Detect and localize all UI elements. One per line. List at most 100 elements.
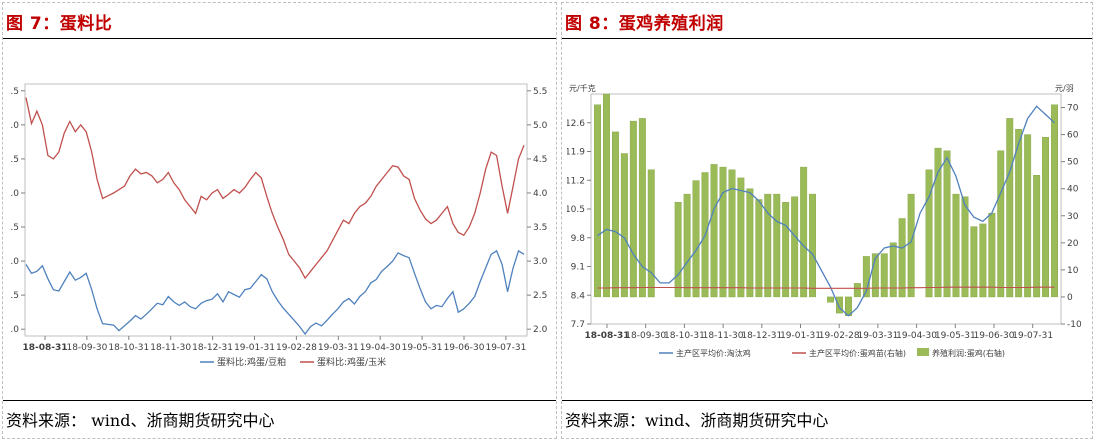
y-left-tick-label: 11.2 <box>567 176 585 186</box>
y-right-tick-label: 5.0 <box>533 121 548 131</box>
profit-bar <box>925 169 933 298</box>
plot-area <box>24 83 528 337</box>
profit-bar <box>880 253 888 298</box>
y-right-tick-label: 4.5 <box>533 155 547 165</box>
x-tick-label: 19-02-28 <box>819 331 860 341</box>
y-right-tick-label: 20 <box>1067 239 1079 249</box>
egg-feed-ratio-chart: 2.0 2.5 3.0 3.5 4.0 4.5 5.0 5.5 2.0 2.5 3.0 3.5 4.0 4… <box>5 78 550 382</box>
x-tick-label: 18-09-30 <box>66 343 107 353</box>
title-divider <box>3 38 556 39</box>
profit-bar <box>629 120 637 298</box>
x-tick-label: 19-06-30 <box>444 343 485 353</box>
y-right-tick-label: -10 <box>1067 320 1082 330</box>
title-divider <box>562 38 1092 39</box>
x-tick-label: 18-10-31 <box>108 343 149 353</box>
profit-bar <box>620 153 628 298</box>
x-tick-label: 19-01-31 <box>234 343 275 353</box>
legend-label-3: 养殖利润:蛋鸡(右轴) <box>932 348 1005 358</box>
layer-profit-chart-svg: 元/千克 元/羽 7.7 8.4 9.1 9.8 10.5 11.2 11.9 12.6 -10 0 1… <box>565 83 1082 358</box>
figure-7-source: 资料来源： wind、浙商期货研究中心 <box>6 411 275 430</box>
x-tick-label: 18-08-31 <box>22 343 67 353</box>
profit-bar <box>1024 134 1032 298</box>
legend-label-2: 蛋料比:鸡蛋/玉米 <box>317 356 386 368</box>
x-tick-label: 19-04-30 <box>360 343 401 353</box>
legend-label-1: 蛋料比:鸡蛋/豆粕 <box>217 356 286 368</box>
profit-bar <box>728 169 736 298</box>
y-left-tick-label: 11.9 <box>567 148 585 158</box>
profit-bar <box>907 193 915 298</box>
profit-bar <box>1042 137 1049 298</box>
profit-bar <box>647 169 655 298</box>
x-tick-label: 18-09-30 <box>625 331 666 341</box>
y-right-tick-label: 3.0 <box>533 257 548 267</box>
profit-bar <box>836 296 843 314</box>
profit-bar <box>898 218 906 298</box>
profit-bar <box>737 177 745 298</box>
profit-bar <box>827 296 834 303</box>
y-left-tick-label: 2.5 <box>10 291 19 301</box>
profit-bar <box>638 118 646 298</box>
profit-bar <box>1033 174 1041 298</box>
figure-8-source: 资料来源：wind、浙商期货研究中心 <box>565 411 829 430</box>
y-right-tick-label: 2.0 <box>533 325 548 335</box>
profit-bar <box>961 196 969 298</box>
y-right-tick-label: 70 <box>1067 104 1079 114</box>
profit-bar <box>979 223 987 298</box>
y-left-tick-label: 2.0 <box>10 325 19 335</box>
profit-bar <box>1051 104 1058 298</box>
profit-bar <box>1015 129 1023 298</box>
x-tick-label: 18-10-31 <box>664 331 705 341</box>
x-tick-label: 19-05-31 <box>935 331 976 341</box>
profit-bar <box>594 104 601 298</box>
x-tick-label: 19-06-30 <box>974 331 1015 341</box>
profit-bar <box>612 131 619 298</box>
y-left-tick-label: 4.5 <box>10 155 19 165</box>
x-tick-label: 19-03-31 <box>318 343 359 353</box>
y-right-tick-label: 30 <box>1067 212 1079 222</box>
profit-bar <box>719 166 727 298</box>
profit-bar <box>746 188 754 298</box>
x-tick-label: 19-07-31 <box>485 343 526 353</box>
profit-bar <box>764 193 772 298</box>
y-right-tick-label: 0 <box>1067 293 1073 303</box>
y-left-tick-label: 4.0 <box>10 189 19 199</box>
figure-8-panel: 图 8：蛋鸡养殖利润 元/千克 元/羽 7.7 8.4 9.1 9.8 10.5 11.2 11… <box>559 0 1095 441</box>
profit-bar <box>755 199 763 298</box>
legend-label-2: 主产区平均价:蛋鸡苗(右轴) <box>809 348 906 358</box>
profit-bar <box>1006 118 1014 298</box>
profit-bar <box>809 193 817 298</box>
legend-label-1: 主产区平均价:淘汰鸡 <box>676 348 751 358</box>
x-tick-label: 19-04-30 <box>896 331 937 341</box>
y-right-tick-label: 10 <box>1067 266 1079 276</box>
profit-bar <box>603 93 610 298</box>
figure-7-panel: 图 7：蛋料比 2.0 2.5 3.0 3.5 4.0 4.5 5.0 5.5 2.0 2.5 3.… <box>2 2 557 439</box>
layer-profit-chart: 元/千克 元/羽 7.7 8.4 9.1 9.8 10.5 11.2 11.9 12.6 -10 0 1… <box>565 78 1087 382</box>
profit-bar <box>710 164 718 298</box>
x-tick-label: 18-12-31 <box>741 331 782 341</box>
x-tick-label: 18-11-30 <box>150 343 191 353</box>
x-tick-label: 19-02-28 <box>276 343 317 353</box>
y-left-tick-label: 8.4 <box>571 291 586 301</box>
x-tick-label: 18-08-31 <box>584 331 629 341</box>
y-right-tick-label: 2.5 <box>533 291 547 301</box>
y-right-tick-label: 3.5 <box>533 223 547 233</box>
y-right-tick-label: 5.5 <box>533 87 547 97</box>
y-left-tick-label: 10.5 <box>567 205 585 215</box>
profit-bar <box>853 283 861 298</box>
y-left-tick-label: 7.7 <box>571 320 585 330</box>
profit-bar <box>800 166 808 298</box>
profit-bar <box>773 193 781 298</box>
profit-bar <box>889 242 897 298</box>
y-right-tick-label: 50 <box>1067 158 1079 168</box>
y-left-tick-label: 9.1 <box>571 263 585 273</box>
profit-bar <box>943 150 951 298</box>
profit-bar <box>970 226 978 298</box>
y-right-tick-label: 40 <box>1067 185 1079 195</box>
y-left-tick-label: 3.5 <box>10 223 19 233</box>
series-line-2 <box>597 286 1055 289</box>
x-tick-label: 19-05-31 <box>402 343 443 353</box>
x-tick-label: 18-12-31 <box>192 343 233 353</box>
profit-bar <box>934 147 942 298</box>
y-left-tick-label: 3.0 <box>10 257 19 267</box>
x-tick-label: 18-11-30 <box>703 331 744 341</box>
